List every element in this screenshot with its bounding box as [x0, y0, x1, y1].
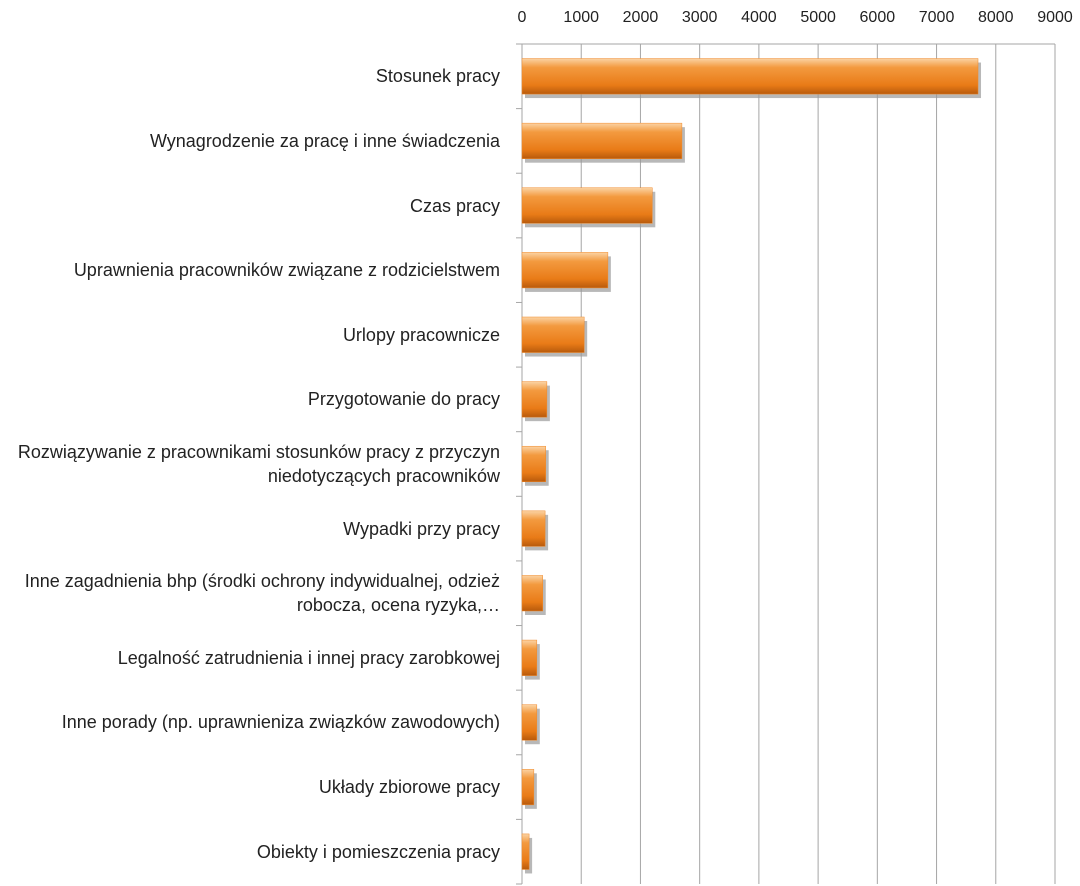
- x-tick-label: 3000: [682, 9, 718, 26]
- bar: [521, 510, 546, 547]
- x-tick-label: 9000: [1037, 9, 1073, 26]
- y-tick-label: Wypadki przy pracy: [343, 518, 500, 539]
- bar: [521, 575, 543, 612]
- y-tick-label: Czas pracy: [409, 195, 500, 216]
- bar: [521, 316, 585, 353]
- bar: [521, 381, 548, 418]
- y-tick-label: Rozwiązywanie z pracownikami stosunków p…: [17, 441, 500, 486]
- y-tick-label: Obiekty i pomieszczenia pracy: [256, 841, 500, 862]
- bar: [521, 252, 609, 289]
- bar: [521, 445, 546, 483]
- y-tick-label: Układy zbiorowe pracy: [318, 777, 500, 798]
- x-tick-label: 4000: [741, 9, 777, 26]
- bar: [521, 769, 535, 806]
- x-tick-label: 0: [518, 9, 527, 26]
- y-tick-label: Legalność zatrudnienia i innej pracy zar…: [117, 647, 500, 668]
- x-tick-label: 7000: [919, 9, 955, 26]
- x-tick-label: 2000: [623, 9, 659, 26]
- bar: [521, 187, 653, 224]
- x-tick-label: 6000: [860, 9, 896, 26]
- y-tick-label: Inne porady (np. uprawnieniza związków z…: [61, 712, 500, 733]
- y-tick-label: Inne zagadnienia bhp (środki ochrony ind…: [24, 571, 500, 616]
- x-tick-label: 5000: [800, 9, 836, 26]
- y-tick-label: Stosunek pracy: [375, 66, 500, 87]
- bar: [521, 833, 530, 870]
- y-tick-label: Przygotowanie do pracy: [307, 389, 500, 410]
- bar: [521, 58, 979, 95]
- bar: [521, 704, 538, 741]
- bar: [521, 122, 683, 159]
- x-tick-label: 8000: [978, 9, 1014, 26]
- y-tick-label: Urlopy pracownicze: [342, 324, 500, 345]
- bar: [521, 639, 538, 676]
- y-tick-label: Wynagrodzenie za pracę i inne świadczeni…: [149, 130, 500, 151]
- y-tick-label: Uprawnienia pracowników związane z rodzi…: [73, 260, 500, 281]
- x-tick-label: 1000: [563, 9, 599, 26]
